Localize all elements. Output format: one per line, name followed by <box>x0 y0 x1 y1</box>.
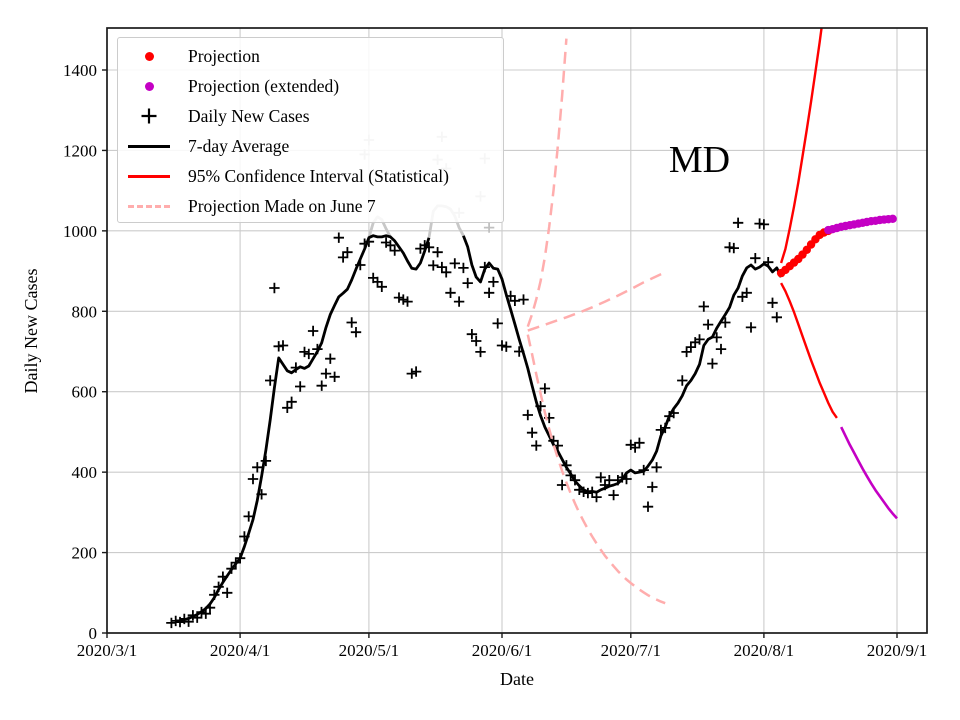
legend-item-june7-projection: Projection Made on June 7 <box>118 191 503 221</box>
y-tick-label: 1400 <box>63 61 97 80</box>
x-tick-label: 2020/8/1 <box>734 641 794 660</box>
x-tick-label: 2020/9/1 <box>867 641 927 660</box>
legend-label: Daily New Cases <box>188 105 310 126</box>
x-tick-label: 2020/7/1 <box>601 641 661 660</box>
x-tick-label: 2020/4/1 <box>210 641 270 660</box>
black-line-marker <box>118 144 180 148</box>
legend-item-daily-new-cases: Daily New Cases <box>118 101 503 131</box>
series-projection-extended-dots <box>824 214 897 235</box>
x-tick-labels: 2020/3/1 2020/4/1 2020/5/1 2020/6/1 2020/7/1… <box>77 641 927 660</box>
legend-label: 95% Confidence Interval (Statistical) <box>188 165 449 186</box>
state-annotation: MD <box>668 139 731 182</box>
series-ci-lower-red <box>780 282 838 419</box>
series-ci-lower-magenta <box>840 426 898 520</box>
y-tick-label: 600 <box>72 383 98 402</box>
y-tick-label: 1200 <box>63 141 97 160</box>
y-tick-label: 400 <box>72 463 98 482</box>
x-tick-label: 2020/5/1 <box>339 641 399 660</box>
series-avg7-early <box>175 234 431 623</box>
legend-line <box>128 174 170 178</box>
legend-item-projection-extended: Projection (extended) <box>118 71 503 101</box>
x-tick-label: 2020/3/1 <box>77 641 137 660</box>
series-ci-upper-red <box>779 28 823 264</box>
legend-label: Projection <box>188 45 260 66</box>
legend-item-7-day-average: 7-day Average <box>118 131 503 161</box>
legend-line <box>128 204 170 208</box>
x-axis-label: Date <box>500 669 534 689</box>
series-avg7-late <box>462 235 783 494</box>
legend-item-confidence-interval: 95% Confidence Interval (Statistical) <box>118 161 503 191</box>
y-tick-label: 800 <box>72 302 98 321</box>
axis-ticks <box>102 69 898 638</box>
legend-plus <box>141 108 157 124</box>
x-tick-label: 2020/6/1 <box>472 641 532 660</box>
y-tick-label: 200 <box>72 544 98 563</box>
red-line-marker <box>118 174 180 178</box>
series-june7-projection-center <box>527 271 666 332</box>
y-axis-label: Daily New Cases <box>21 268 41 394</box>
y-tick-labels: 0 200 400 600 800 1000 1200 1400 <box>63 61 97 643</box>
legend-label: Projection (extended) <box>188 75 340 96</box>
projection-dot-marker <box>118 51 180 61</box>
legend-label: 7-day Average <box>188 135 290 156</box>
series-june7-projection-lower <box>526 334 666 605</box>
series-june7-projection-upper <box>526 38 568 328</box>
projection-extended-dot-marker <box>118 81 180 91</box>
y-tick-label: 0 <box>89 624 98 643</box>
plot-border <box>106 27 928 634</box>
pink-dashed-line-marker <box>118 204 180 208</box>
plus-marker-icon <box>118 106 180 126</box>
y-tick-label: 1000 <box>63 222 97 241</box>
series-layer <box>166 28 898 629</box>
legend-dot <box>144 81 154 91</box>
legend-dot <box>144 51 154 61</box>
legend-box: Projection Projection (extended) Daily N… <box>117 37 504 223</box>
legend-line <box>128 144 170 148</box>
legend-label: Projection Made on June 7 <box>188 195 376 216</box>
series-daily-new-cases <box>166 217 782 629</box>
legend-item-projection: Projection <box>118 41 503 71</box>
